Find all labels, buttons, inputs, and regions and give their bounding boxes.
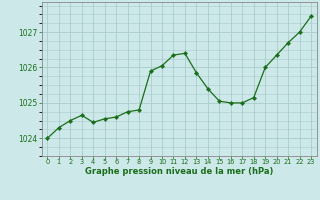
- X-axis label: Graphe pression niveau de la mer (hPa): Graphe pression niveau de la mer (hPa): [85, 167, 273, 176]
